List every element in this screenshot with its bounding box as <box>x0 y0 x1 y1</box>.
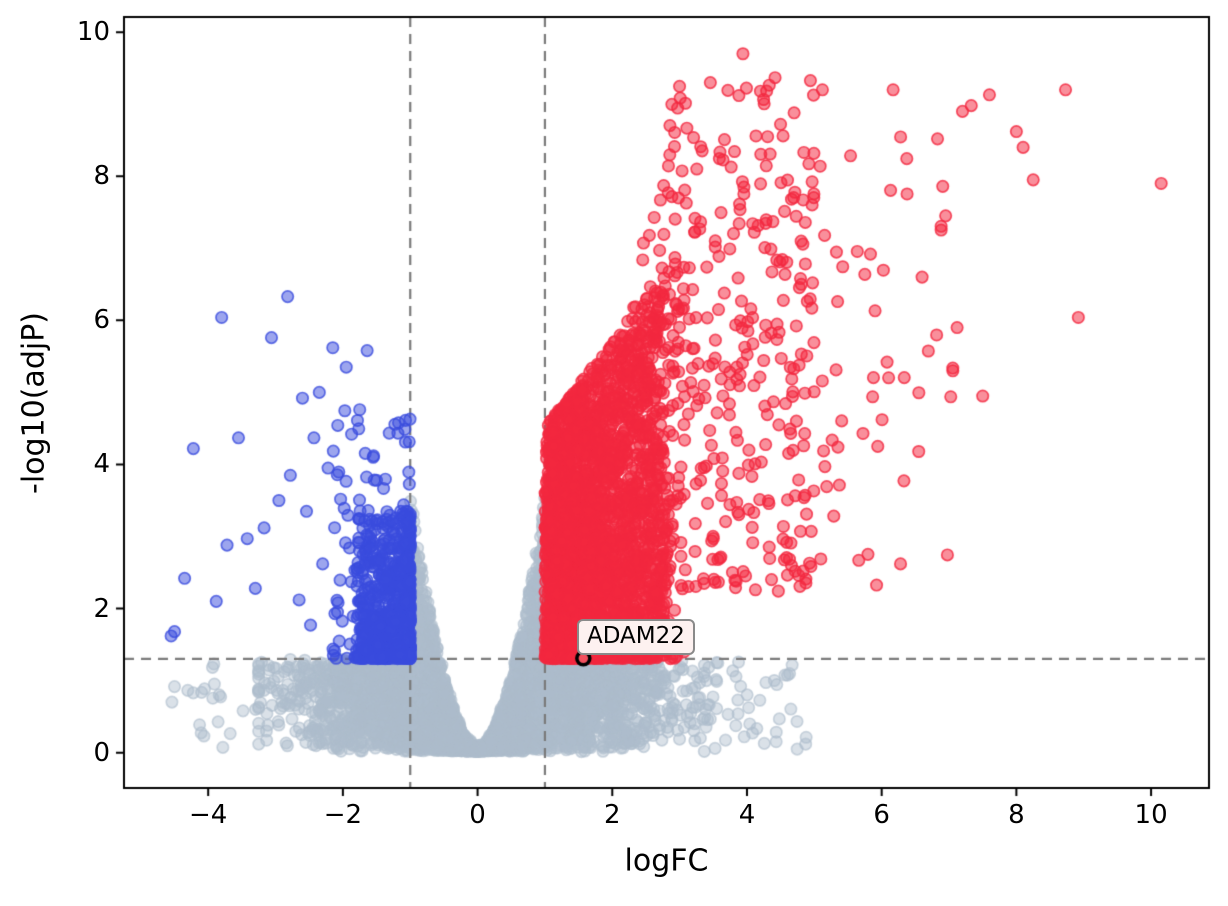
x-tick-label: −4 <box>189 800 228 830</box>
y-tick-label: 2 <box>93 593 110 624</box>
y-tick-label: 6 <box>93 305 110 336</box>
annotation-label-adam22: ADAM22 <box>577 619 695 655</box>
x-tick-label: 4 <box>738 800 756 830</box>
x-tick-label: 8 <box>1008 800 1025 830</box>
y-tick-label: 4 <box>93 449 110 480</box>
y-tick-label: 0 <box>93 737 110 768</box>
x-axis-label: logFC <box>624 843 709 879</box>
y-tick-label: 8 <box>93 161 110 192</box>
x-tick-label: −2 <box>323 800 363 830</box>
x-tick-label: 0 <box>469 800 486 830</box>
x-tick-label: 10 <box>1134 800 1168 830</box>
y-tick-label: 10 <box>76 17 110 48</box>
y-axis-label: -log10(adjP) <box>16 311 52 494</box>
x-tick-label: 6 <box>873 800 890 830</box>
x-tick-label: 2 <box>604 800 621 830</box>
